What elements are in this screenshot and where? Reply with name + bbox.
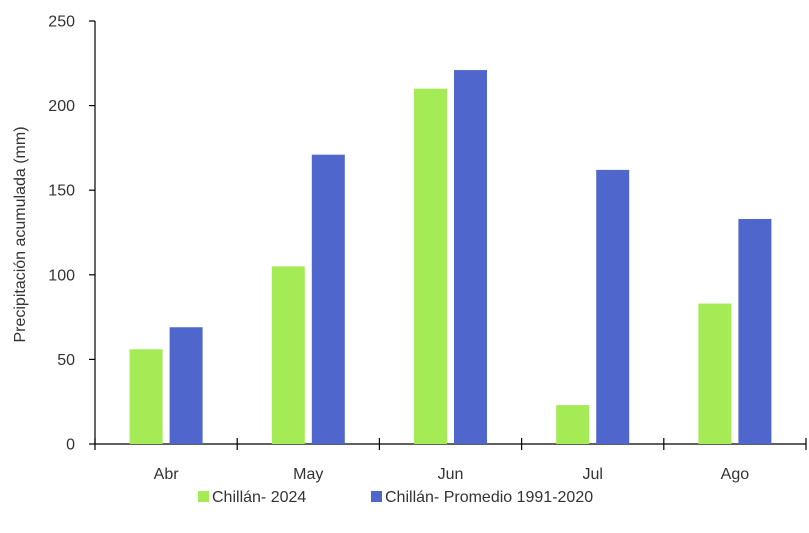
x-tick-label-may: May bbox=[293, 466, 323, 483]
legend-swatch-average bbox=[371, 491, 382, 502]
bar-average-jul bbox=[596, 169, 630, 444]
y-axis-title: Precipitación acumulada (mm) bbox=[12, 126, 29, 342]
legend-swatch-2024 bbox=[198, 491, 209, 502]
legend: Chillán- 2024 Chillán- Promedio 1991-202… bbox=[198, 489, 593, 506]
bar-average-abr bbox=[169, 327, 203, 444]
bar-average-may bbox=[311, 154, 345, 444]
bar-2024-abr bbox=[129, 349, 163, 444]
bar-2024-jun bbox=[414, 88, 447, 445]
legend-label-average: Chillán- Promedio 1991-2020 bbox=[385, 489, 593, 506]
plot-area: 0 50 100 150 200 250 Abr May Jun Jul Ago bbox=[48, 14, 807, 483]
legend-label-2024: Chillán- 2024 bbox=[212, 489, 306, 506]
bar-average-ago bbox=[738, 218, 772, 444]
bar-2024-ago bbox=[698, 303, 732, 444]
bar-average-jun bbox=[454, 70, 487, 445]
y-tick-label-250: 250 bbox=[48, 14, 75, 31]
x-tick-label-jul: Jul bbox=[582, 466, 602, 483]
y-tick-label-50: 50 bbox=[57, 352, 75, 369]
x-tick-label-jun: Jun bbox=[438, 466, 464, 483]
x-tick-label-ago: Ago bbox=[721, 466, 750, 483]
bar-2024-may bbox=[271, 266, 305, 444]
y-tick-label-100: 100 bbox=[48, 267, 75, 284]
x-tick-label-abr: Abr bbox=[154, 466, 180, 483]
y-tick-label-200: 200 bbox=[48, 98, 75, 115]
y-tick-label-0: 0 bbox=[66, 437, 75, 454]
bar-2024-jul bbox=[556, 405, 590, 444]
y-tick-label-150: 150 bbox=[48, 183, 75, 200]
